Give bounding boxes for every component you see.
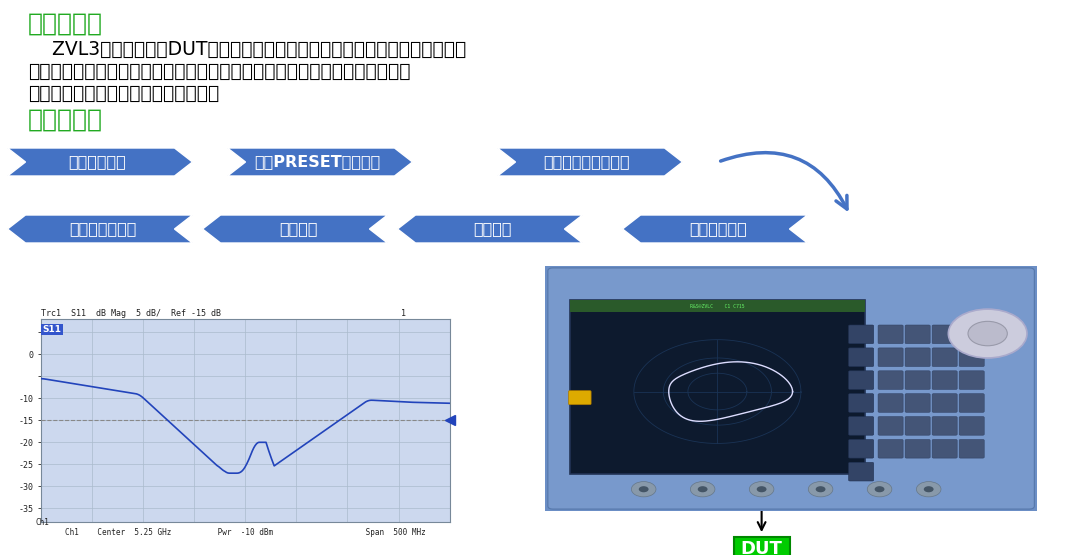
FancyBboxPatch shape	[959, 393, 984, 412]
Circle shape	[867, 482, 892, 497]
FancyBboxPatch shape	[849, 440, 874, 458]
FancyBboxPatch shape	[932, 393, 957, 412]
Circle shape	[750, 482, 774, 497]
FancyBboxPatch shape	[540, 263, 1042, 514]
Circle shape	[923, 486, 933, 492]
FancyBboxPatch shape	[905, 440, 930, 458]
Text: 连接被测器件: 连接被测器件	[68, 154, 126, 169]
Circle shape	[698, 486, 707, 492]
Circle shape	[757, 486, 767, 492]
Text: Ch1: Ch1	[36, 518, 50, 527]
FancyBboxPatch shape	[878, 348, 903, 366]
FancyBboxPatch shape	[959, 371, 984, 390]
Text: 进行反射测量只需使用一个测试端口。: 进行反射测量只需使用一个测试端口。	[28, 84, 219, 103]
FancyBboxPatch shape	[849, 348, 874, 366]
FancyBboxPatch shape	[570, 300, 865, 312]
Polygon shape	[498, 148, 683, 176]
Text: 测试步骤：: 测试步骤：	[28, 108, 103, 132]
Text: 数据分析: 数据分析	[474, 221, 512, 236]
FancyBboxPatch shape	[849, 325, 874, 344]
Circle shape	[948, 309, 1027, 358]
FancyBboxPatch shape	[905, 371, 930, 390]
Text: 进入PRESET出厂预设: 进入PRESET出厂预设	[254, 154, 380, 169]
Polygon shape	[622, 215, 808, 243]
Text: ZVL3向被测设备（DUT）的输入端口发射一个激励信号，并对反射波进行测: ZVL3向被测设备（DUT）的输入端口发射一个激励信号，并对反射波进行测	[28, 40, 467, 59]
Circle shape	[875, 486, 885, 492]
Text: 仪器短路校准: 仪器短路校准	[689, 221, 747, 236]
FancyBboxPatch shape	[905, 348, 930, 366]
X-axis label: Ch1    Center  5.25 GHz          Pwr  -10 dBm                    Span  500 MHz: Ch1 Center 5.25 GHz Pwr -10 dBm Span 500…	[65, 528, 426, 537]
FancyBboxPatch shape	[878, 371, 903, 390]
FancyBboxPatch shape	[932, 325, 957, 344]
Circle shape	[690, 482, 715, 497]
FancyBboxPatch shape	[568, 391, 591, 405]
FancyBboxPatch shape	[932, 348, 957, 366]
Polygon shape	[228, 148, 413, 176]
FancyBboxPatch shape	[959, 348, 984, 366]
Polygon shape	[397, 215, 582, 243]
Polygon shape	[8, 148, 192, 176]
Circle shape	[638, 486, 649, 492]
FancyBboxPatch shape	[905, 393, 930, 412]
Circle shape	[917, 482, 941, 497]
FancyBboxPatch shape	[878, 393, 903, 412]
Circle shape	[968, 321, 1008, 346]
Polygon shape	[203, 215, 388, 243]
FancyBboxPatch shape	[878, 440, 903, 458]
Text: DUT: DUT	[741, 540, 783, 555]
Polygon shape	[8, 215, 192, 243]
Text: 参数和扫描范围选择: 参数和扫描范围选择	[543, 154, 631, 169]
Text: 保存和打印数据: 保存和打印数据	[69, 221, 137, 236]
FancyBboxPatch shape	[548, 268, 1035, 509]
FancyBboxPatch shape	[959, 440, 984, 458]
FancyBboxPatch shape	[849, 462, 874, 481]
Text: R&S®ZVLС    С1 С715: R&S®ZVLС С1 С715	[690, 304, 745, 309]
FancyBboxPatch shape	[932, 417, 957, 435]
Text: Trc1  S11  dB Mag  5 dB/  Ref -15 dB                                    1: Trc1 S11 dB Mag 5 dB/ Ref -15 dB 1	[41, 309, 406, 318]
Circle shape	[815, 486, 825, 492]
FancyBboxPatch shape	[932, 371, 957, 390]
FancyBboxPatch shape	[849, 417, 874, 435]
FancyBboxPatch shape	[849, 393, 874, 412]
Text: 数据分析: 数据分析	[279, 221, 318, 236]
FancyBboxPatch shape	[570, 300, 865, 474]
Text: 反射测量：: 反射测量：	[28, 12, 103, 36]
FancyBboxPatch shape	[959, 325, 984, 344]
FancyBboxPatch shape	[905, 417, 930, 435]
FancyBboxPatch shape	[878, 325, 903, 344]
FancyBboxPatch shape	[878, 417, 903, 435]
FancyBboxPatch shape	[905, 325, 930, 344]
FancyBboxPatch shape	[733, 537, 789, 555]
Text: 量。通过众多轨迹格式来表示和显示结果，取决于要从这些数据获得的信息。: 量。通过众多轨迹格式来表示和显示结果，取决于要从这些数据获得的信息。	[28, 62, 410, 81]
Circle shape	[632, 482, 656, 497]
FancyBboxPatch shape	[932, 440, 957, 458]
Text: S11: S11	[43, 325, 62, 334]
FancyBboxPatch shape	[959, 417, 984, 435]
Circle shape	[808, 482, 833, 497]
FancyBboxPatch shape	[849, 371, 874, 390]
